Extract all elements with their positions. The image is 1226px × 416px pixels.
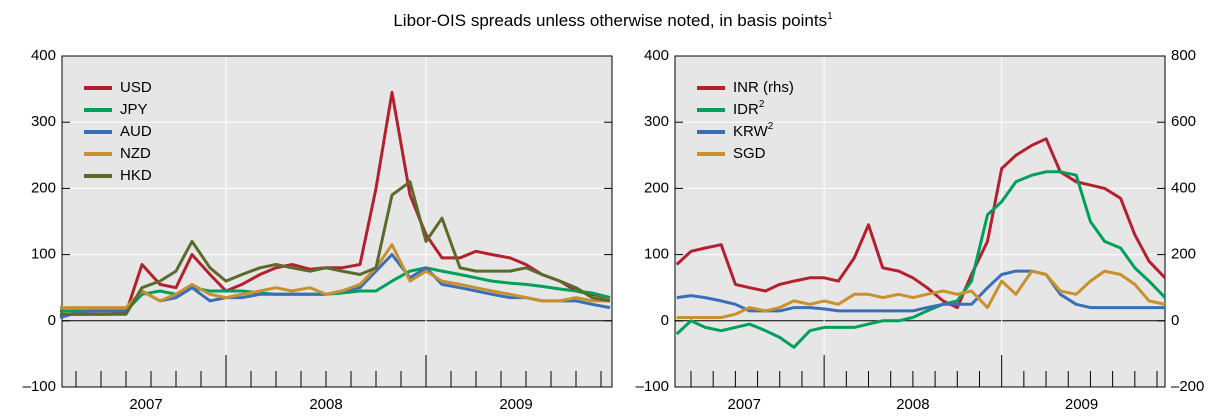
legend-label: HKD (120, 167, 152, 184)
legend-text: NZD (120, 145, 151, 162)
y2-tick-label: 200 (1171, 246, 1196, 263)
x-tick-label: 2007 (728, 396, 761, 413)
plot-area (62, 56, 612, 387)
y-tick-label: –100 (23, 378, 56, 395)
y2-tick-label: 800 (1171, 47, 1196, 64)
legend-text: JPY (120, 101, 148, 118)
y2-tick-label: –200 (1171, 378, 1204, 395)
legend-text: IDR (733, 101, 759, 118)
y2-tick-label: 400 (1171, 179, 1196, 196)
legend-text: HKD (120, 167, 152, 184)
y-tick-label: 100 (31, 246, 56, 263)
y2-tick-label: 0 (1171, 312, 1179, 329)
legend-label: SGD (733, 145, 766, 162)
x-tick-label: 2009 (1065, 396, 1098, 413)
series-line (60, 243, 610, 310)
x-tick-label: 2007 (129, 396, 162, 413)
y-tick-label: 0 (661, 312, 669, 329)
y-tick-label: 200 (644, 179, 669, 196)
legend-label: NZD (120, 145, 151, 162)
x-tick-label: 2008 (896, 396, 929, 413)
series-line (675, 170, 1167, 349)
legend-text: AUD (120, 123, 152, 140)
legend-text: SGD (733, 145, 766, 162)
legend-footnote: 2 (759, 99, 765, 110)
legend-label: KRW2 (733, 121, 774, 140)
y-tick-label: 400 (31, 47, 56, 64)
plot-frame (674, 55, 1166, 388)
legend-label: USD (120, 79, 152, 96)
x-tick-label: 2008 (309, 396, 342, 413)
y-tick-label: 300 (31, 113, 56, 130)
legend-text: KRW (733, 123, 769, 140)
y-tick-label: 100 (644, 246, 669, 263)
legend-label: JPY (120, 101, 148, 118)
legend-text: USD (120, 79, 152, 96)
legend-label: INR (rhs) (733, 79, 794, 96)
y-tick-label: 300 (644, 113, 669, 130)
series-line (60, 180, 611, 316)
series-line (676, 269, 1165, 313)
chart-title: Libor-OIS spreads unless otherwise noted… (393, 11, 833, 31)
y-tick-label: 0 (48, 312, 56, 329)
legend-footnote: 2 (768, 121, 774, 132)
legend-text: INR (rhs) (733, 79, 794, 96)
series-line (675, 137, 1167, 310)
series-line (676, 269, 1166, 319)
plot-area (675, 56, 1165, 387)
series-line (60, 90, 611, 316)
x-tick-label: 2009 (499, 396, 532, 413)
y2-tick-label: 600 (1171, 113, 1196, 130)
legend-label: IDR2 (733, 99, 765, 118)
y-tick-label: 200 (31, 179, 56, 196)
plot-frame (61, 55, 613, 388)
y-tick-label: –100 (636, 378, 669, 395)
legend-label: AUD (120, 123, 152, 140)
y-tick-label: 400 (644, 47, 669, 64)
